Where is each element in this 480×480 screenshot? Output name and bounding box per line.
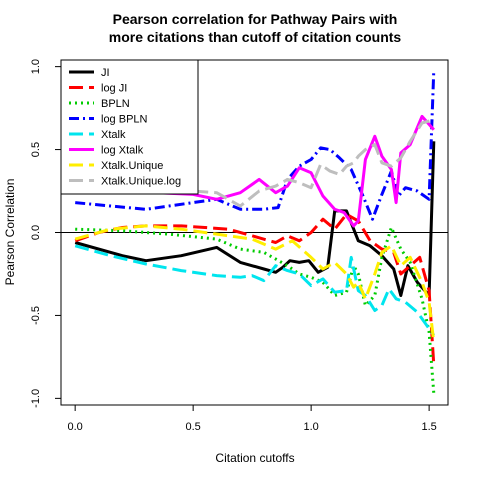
series-line-xtalk-unique	[74, 224, 436, 343]
x-tick-label: 1.0	[303, 421, 318, 433]
legend-label: Xtalk	[101, 129, 126, 141]
x-tick-label: 0.5	[185, 421, 200, 433]
legend: JI log JI BPLN log BPLN Xtalk log Xtalk Xtalk.…	[60, 59, 199, 195]
series-line-log-ji	[74, 212, 436, 366]
x-axis-label: Citation cutoffs	[215, 451, 294, 465]
x-tick-label: 1.5	[421, 421, 436, 433]
legend-label: JI	[101, 67, 110, 79]
legend-box	[60, 59, 199, 195]
y-axis-label: Pearson Correlation	[3, 179, 17, 286]
y-tick-label: 0.0	[30, 225, 42, 240]
axis-ticks: 0.0 0.5 1.0 1.5 -1.0 -0.5 0.0 0.5 1.0	[30, 59, 437, 433]
legend-label: log JI	[101, 83, 127, 95]
series-line-ji	[74, 141, 436, 297]
chart-title-line-2: more citations than cutoff of citation c…	[109, 29, 402, 45]
series-line-log-xtalk	[75, 114, 435, 228]
y-tick-label: -1.0	[30, 389, 42, 408]
legend-label: Xtalk.Unique	[101, 160, 163, 172]
y-tick-label: 1.0	[30, 59, 42, 74]
series-line-xtalk	[74, 244, 436, 337]
legend-label: Xtalk.Unique.log	[101, 176, 181, 188]
y-tick-label: 0.5	[30, 142, 42, 157]
legend-label: log Xtalk	[101, 145, 144, 157]
plot-frame	[60, 59, 449, 406]
legend-label: log BPLN	[101, 114, 148, 126]
legend-label: BPLN	[101, 98, 130, 110]
chart-title-line-1: Pearson correlation for Pathway Pairs wi…	[113, 11, 398, 27]
x-tick-label: 0.0	[68, 421, 83, 433]
y-tick-label: -0.5	[30, 306, 42, 325]
series-line-log-bpln	[75, 69, 436, 221]
